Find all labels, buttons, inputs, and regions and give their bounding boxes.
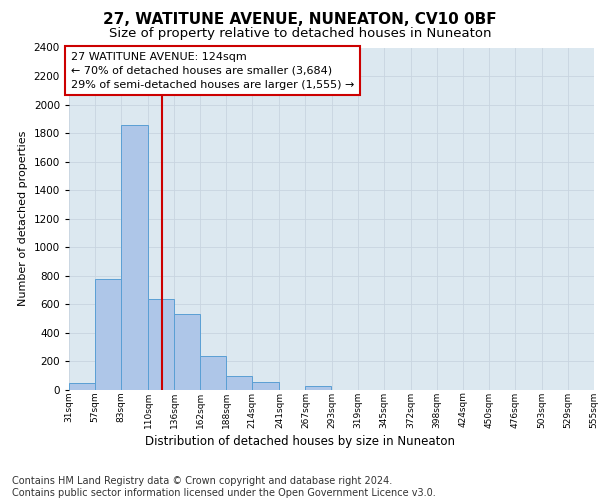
Bar [253, 382, 280, 390]
Text: Size of property relative to detached houses in Nuneaton: Size of property relative to detached ho… [109, 28, 491, 40]
Text: Contains HM Land Registry data © Crown copyright and database right 2024.
Contai: Contains HM Land Registry data © Crown c… [12, 476, 436, 498]
Bar [305, 386, 331, 390]
Y-axis label: Number of detached properties: Number of detached properties [18, 131, 28, 306]
Bar [121, 124, 148, 390]
Bar [95, 278, 121, 390]
Text: 27, WATITUNE AVENUE, NUNEATON, CV10 0BF: 27, WATITUNE AVENUE, NUNEATON, CV10 0BF [103, 12, 497, 28]
Bar [69, 383, 95, 390]
Bar [148, 298, 174, 390]
Bar [174, 314, 200, 390]
Text: Distribution of detached houses by size in Nuneaton: Distribution of detached houses by size … [145, 435, 455, 448]
Bar [226, 376, 253, 390]
Bar [200, 356, 226, 390]
Text: 27 WATITUNE AVENUE: 124sqm
← 70% of detached houses are smaller (3,684)
29% of s: 27 WATITUNE AVENUE: 124sqm ← 70% of deta… [71, 52, 355, 90]
